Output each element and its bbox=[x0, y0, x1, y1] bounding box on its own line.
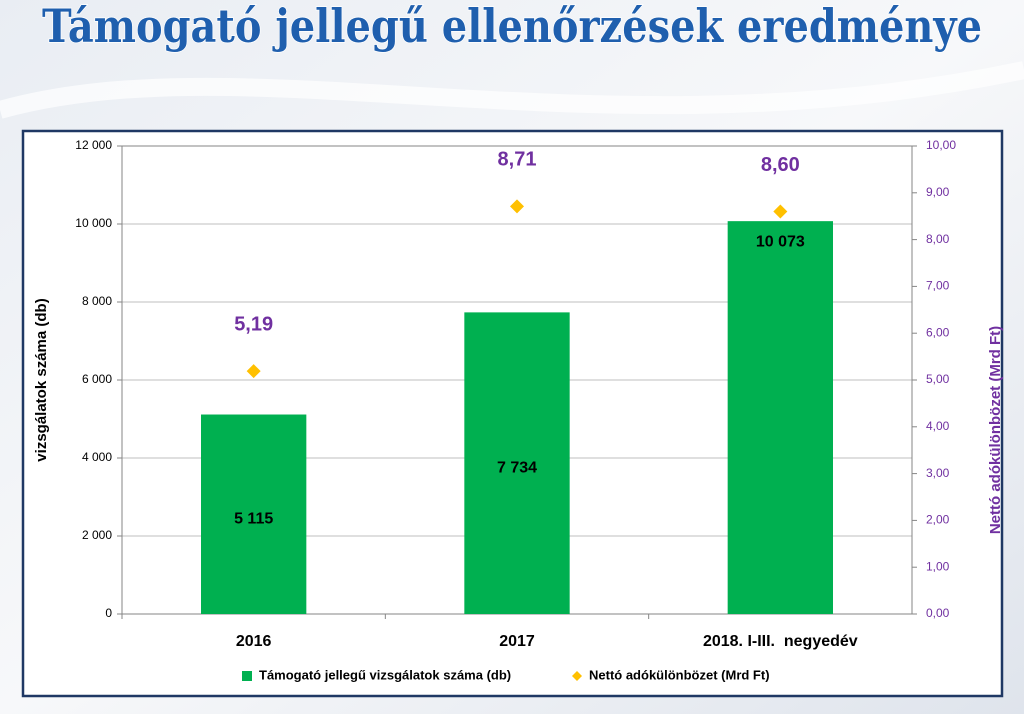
decor-swoosh bbox=[0, 61, 1024, 119]
y-tick-label: 4 000 bbox=[82, 450, 112, 464]
y2-tick-label: 3,00 bbox=[926, 466, 950, 480]
y-tick-label: 6 000 bbox=[82, 372, 112, 386]
marker-value-label: 8,71 bbox=[498, 149, 537, 171]
legend-label: Támogató jellegű vizsgálatok száma (db) bbox=[259, 667, 511, 682]
marker-value-label: 8,60 bbox=[761, 154, 800, 176]
y2-tick-label: 5,00 bbox=[926, 372, 950, 386]
legend-swatch bbox=[242, 671, 252, 681]
x-tick-label: 2017 bbox=[499, 633, 535, 650]
legend-swatch bbox=[572, 671, 582, 681]
bar bbox=[464, 312, 570, 614]
y2-axis-title: Nettó adókülönbözet (Mrd Ft) bbox=[987, 326, 1004, 534]
marker bbox=[246, 364, 261, 379]
y2-tick-label: 0,00 bbox=[926, 606, 950, 620]
y-tick-label: 2 000 bbox=[82, 528, 112, 542]
slide-title: Támogató jellegű ellenőrzések eredménye bbox=[42, 0, 982, 53]
legend-label: Nettó adókülönbözet (Mrd Ft) bbox=[589, 667, 770, 682]
bar bbox=[727, 221, 833, 614]
y2-tick-label: 8,00 bbox=[926, 232, 950, 246]
y-tick-label: 10 000 bbox=[75, 216, 112, 230]
bar-value-label: 5 115 bbox=[234, 510, 273, 527]
y2-tick-label: 1,00 bbox=[926, 559, 950, 573]
bar-value-label: 7 734 bbox=[497, 459, 537, 476]
y-tick-label: 8 000 bbox=[82, 294, 112, 308]
x-tick-label: 2016 bbox=[236, 633, 272, 650]
y2-tick-label: 4,00 bbox=[926, 419, 950, 433]
x-tick-label: 2018. I-III. negyedév bbox=[703, 633, 858, 650]
bar bbox=[201, 414, 307, 614]
y-axis-title: vizsgálatok száma (db) bbox=[33, 298, 50, 461]
y2-tick-label: 2,00 bbox=[926, 513, 950, 527]
bar-value-label: 10 073 bbox=[756, 233, 805, 250]
y2-tick-label: 7,00 bbox=[926, 279, 950, 293]
marker bbox=[510, 199, 524, 214]
y2-tick-label: 10,00 bbox=[926, 138, 956, 152]
y2-tick-label: 9,00 bbox=[926, 185, 950, 199]
marker bbox=[773, 204, 788, 219]
y2-tick-label: 6,00 bbox=[926, 325, 950, 339]
y-tick-label: 12 000 bbox=[75, 138, 112, 152]
marker-value-label: 5,19 bbox=[234, 313, 273, 335]
y-tick-label: 0 bbox=[105, 606, 112, 620]
